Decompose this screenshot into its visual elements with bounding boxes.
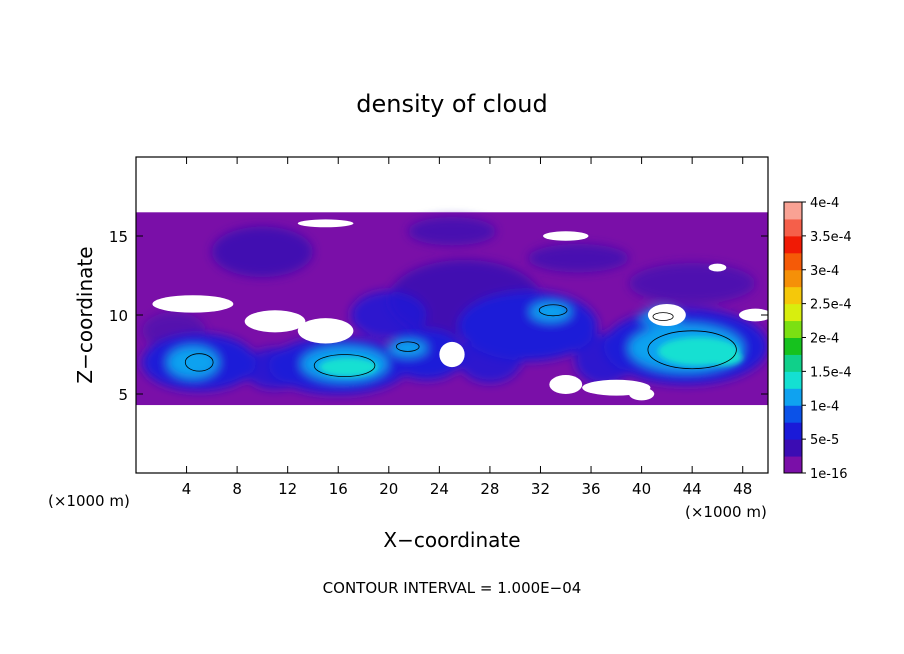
- x-tick-label: 40: [632, 480, 651, 498]
- density-blob: [167, 346, 219, 379]
- cloud-gap: [152, 295, 234, 313]
- cloud-gap: [549, 375, 583, 394]
- colorbar-swatch: [784, 439, 802, 457]
- density-blob: [458, 335, 522, 383]
- contour-lines: [184, 304, 737, 378]
- x-unit-right: (×1000 m): [685, 503, 767, 521]
- density-blob: [407, 217, 497, 246]
- x-tick-label: 4: [182, 480, 192, 498]
- cloud-gap: [647, 303, 686, 327]
- cloud-gap: [297, 318, 354, 344]
- y-tick-label: 15: [109, 228, 128, 246]
- contour-line: [313, 354, 376, 378]
- colorbar-label: 3e-4: [810, 264, 839, 279]
- colorbar-swatch: [784, 354, 802, 372]
- density-blob: [574, 333, 633, 385]
- x-tick-label: 16: [329, 480, 348, 498]
- x-unit-left: (×1000 m): [48, 492, 130, 510]
- cloud-gap: [738, 308, 768, 322]
- y-tick-label: 5: [118, 386, 128, 404]
- contour-line: [652, 312, 674, 321]
- colorbar-label: 1e-16: [810, 467, 848, 482]
- x-tick-label: 20: [379, 480, 398, 498]
- colorbar-label: 5e-5: [810, 433, 839, 448]
- contour-line: [538, 304, 568, 317]
- contour-line: [647, 330, 737, 370]
- colorbar-label: 3.5e-4: [810, 230, 852, 245]
- colorbar-label: 4e-4: [810, 196, 839, 211]
- colorbar-swatch: [784, 235, 802, 254]
- density-blob: [628, 262, 756, 304]
- colorbar-swatch: [784, 286, 802, 305]
- colorbar-swatch: [784, 371, 802, 389]
- x-tick-label: 8: [232, 480, 242, 498]
- colorbar-swatch: [784, 405, 802, 423]
- colorbar-swatch: [784, 337, 802, 355]
- y-tick-label: 10: [109, 307, 128, 325]
- colorbar-swatch: [784, 252, 802, 271]
- colorbar-label: 1e-4: [810, 399, 839, 414]
- colorbar-swatch: [784, 269, 802, 288]
- x-tick-label: 24: [430, 480, 449, 498]
- x-axis-ticks: 4 8 12 16 20 24 28 32 36 40 44 48: [182, 157, 752, 498]
- colorbar: 1e-16 5e-5 1e-4 1.5e-4 2e-4 2.5e-4 3e-4 3.5e-4 4…: [783, 196, 852, 482]
- density-blob: [388, 340, 427, 357]
- colorbar-label: 2.5e-4: [810, 298, 852, 313]
- contour-interval-note: CONTOUR INTERVAL = 1.000E−04: [323, 579, 582, 597]
- cloud-gap: [543, 231, 589, 241]
- colorbar-label: 2e-4: [810, 332, 839, 347]
- colorbar-swatch: [784, 388, 802, 406]
- colorbar-swatch: [784, 218, 802, 237]
- x-tick-label: 12: [278, 480, 297, 498]
- cloud-gap: [439, 341, 465, 368]
- x-tick-label: 36: [581, 480, 600, 498]
- density-blobs: [142, 217, 768, 394]
- density-blob: [350, 291, 427, 339]
- density-blob: [243, 348, 307, 390]
- x-axis-label: X−coordinate: [383, 528, 520, 552]
- colorbar-swatch: [784, 303, 802, 322]
- y-axis-ticks: 5 10 15: [109, 228, 768, 404]
- density-blob: [530, 302, 571, 322]
- cloud-gap: [628, 387, 655, 401]
- chart-title: density of cloud: [356, 90, 547, 118]
- contour-line: [395, 341, 420, 352]
- x-tick-label: 28: [480, 480, 499, 498]
- colorbar-swatch: [784, 456, 802, 474]
- density-core: [319, 357, 378, 377]
- colorbar-swatch: [784, 202, 802, 220]
- x-tick-label: 44: [683, 480, 702, 498]
- colorbar-label: 1.5e-4: [810, 365, 852, 380]
- cloud-gap: [244, 310, 306, 333]
- colorbar-swatch: [784, 320, 802, 338]
- density-field: [136, 212, 768, 406]
- density-blob: [211, 226, 313, 278]
- density-blob: [527, 243, 629, 273]
- density-core: [704, 349, 743, 366]
- x-tick-label: 48: [733, 480, 752, 498]
- x-tick-label: 32: [531, 480, 550, 498]
- contour-line: [184, 353, 214, 372]
- colorbar-swatch: [784, 422, 802, 440]
- y-axis-label: Z−coordinate: [73, 246, 97, 383]
- cloud-gap: [708, 263, 727, 272]
- cloud-gap: [297, 219, 354, 228]
